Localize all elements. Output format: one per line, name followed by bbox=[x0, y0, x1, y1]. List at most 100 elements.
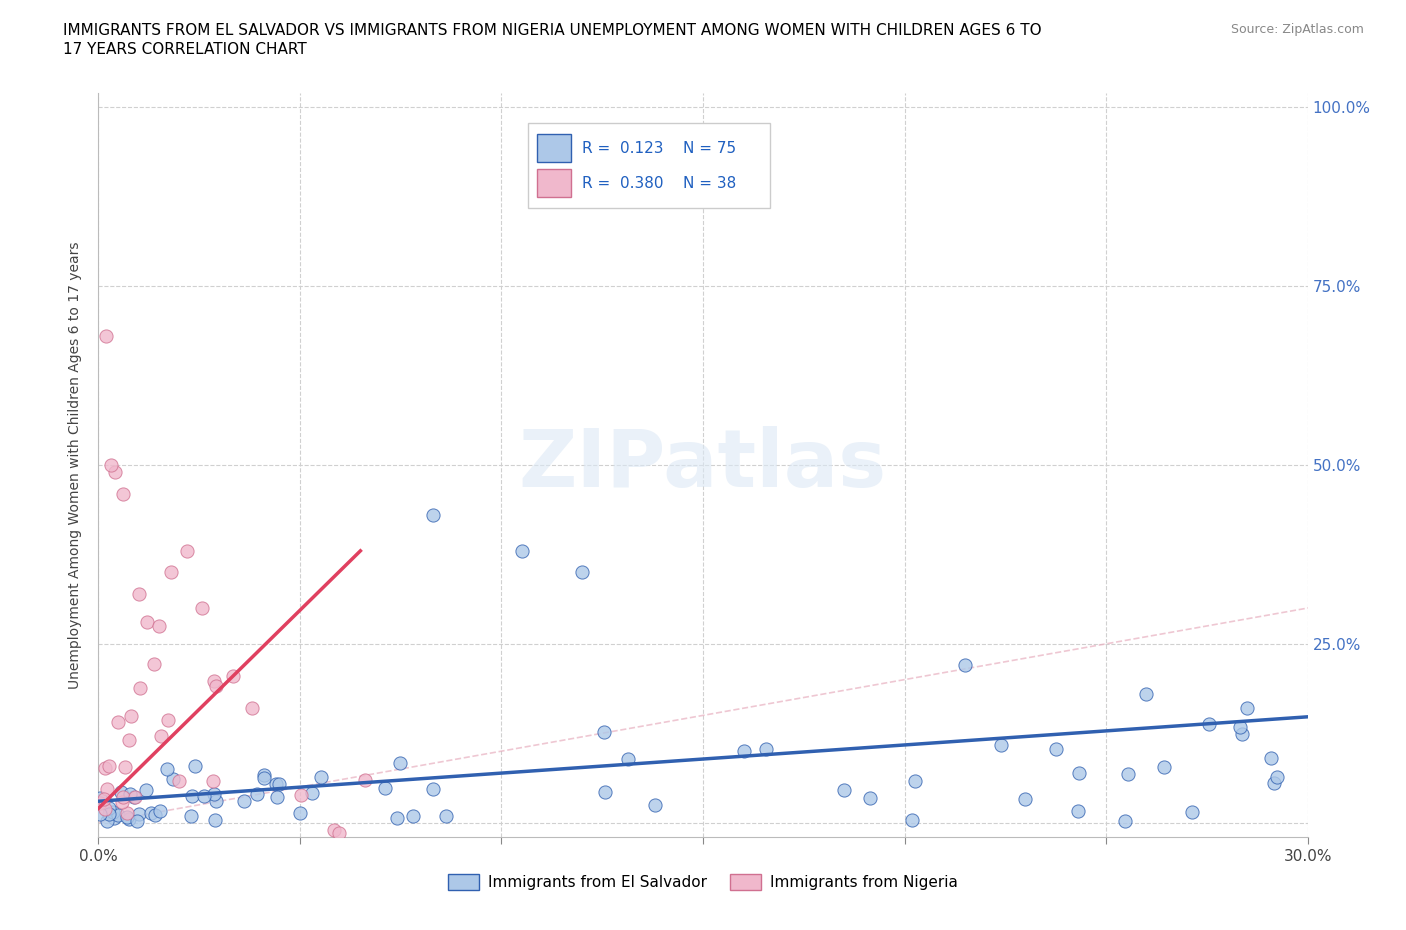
Point bbox=[112, 790, 135, 804]
Point bbox=[143, 808, 166, 823]
Point bbox=[128, 586, 150, 601]
Point bbox=[202, 786, 225, 801]
Point bbox=[422, 782, 444, 797]
Point bbox=[266, 790, 288, 804]
Point bbox=[100, 458, 122, 472]
Point bbox=[115, 805, 138, 820]
Point bbox=[201, 774, 224, 789]
Point bbox=[1067, 766, 1090, 781]
Point bbox=[96, 782, 118, 797]
Point bbox=[111, 486, 134, 501]
FancyBboxPatch shape bbox=[527, 123, 769, 208]
Point bbox=[176, 543, 198, 558]
Point bbox=[904, 774, 927, 789]
Point bbox=[160, 565, 183, 579]
Point bbox=[322, 822, 344, 837]
Point bbox=[129, 680, 152, 695]
Point bbox=[96, 814, 118, 829]
Point bbox=[124, 790, 146, 804]
Point bbox=[180, 809, 202, 824]
Point bbox=[156, 712, 179, 727]
Point bbox=[120, 709, 142, 724]
Point bbox=[184, 758, 207, 773]
Point bbox=[96, 329, 118, 344]
Point bbox=[1135, 686, 1157, 701]
Point bbox=[190, 601, 212, 616]
Point bbox=[301, 785, 323, 800]
Point bbox=[233, 794, 256, 809]
Point bbox=[125, 814, 148, 829]
Point bbox=[990, 737, 1012, 752]
Point bbox=[202, 673, 225, 688]
Point bbox=[162, 772, 184, 787]
Point bbox=[252, 771, 274, 786]
Text: 17 YEARS CORRELATION CHART: 17 YEARS CORRELATION CHART bbox=[63, 42, 307, 57]
Point bbox=[103, 810, 125, 825]
Point bbox=[571, 565, 593, 579]
Point bbox=[253, 767, 276, 782]
Point bbox=[122, 790, 145, 804]
FancyBboxPatch shape bbox=[537, 134, 571, 162]
Point bbox=[110, 784, 132, 799]
Point bbox=[422, 508, 444, 523]
Point bbox=[1116, 766, 1139, 781]
Point bbox=[98, 800, 121, 815]
Point bbox=[1236, 701, 1258, 716]
Point bbox=[204, 678, 226, 693]
Point bbox=[107, 715, 129, 730]
Point bbox=[193, 789, 215, 804]
Point bbox=[510, 543, 533, 558]
Point bbox=[593, 785, 616, 800]
Point bbox=[388, 755, 411, 770]
Point bbox=[94, 760, 117, 775]
Point bbox=[1263, 776, 1285, 790]
Point bbox=[148, 618, 170, 633]
Point bbox=[204, 813, 226, 828]
Point bbox=[89, 795, 111, 810]
Point bbox=[1045, 742, 1067, 757]
Point bbox=[402, 808, 425, 823]
Point bbox=[115, 809, 138, 824]
Point bbox=[1067, 804, 1090, 818]
Point bbox=[107, 807, 129, 822]
Point bbox=[149, 804, 172, 818]
Point bbox=[1260, 751, 1282, 765]
Point bbox=[93, 792, 115, 807]
Point bbox=[832, 783, 855, 798]
Point bbox=[150, 728, 173, 743]
Text: R =  0.123    N = 75: R = 0.123 N = 75 bbox=[582, 140, 737, 155]
FancyBboxPatch shape bbox=[537, 169, 571, 197]
Point bbox=[374, 780, 396, 795]
Point bbox=[264, 777, 287, 791]
Text: IMMIGRANTS FROM EL SALVADOR VS IMMIGRANTS FROM NIGERIA UNEMPLOYMENT AMONG WOMEN : IMMIGRANTS FROM EL SALVADOR VS IMMIGRANT… bbox=[63, 23, 1042, 38]
Point bbox=[101, 804, 124, 819]
Point bbox=[434, 808, 457, 823]
Point bbox=[240, 700, 263, 715]
Y-axis label: Unemployment Among Women with Children Ages 6 to 17 years: Unemployment Among Women with Children A… bbox=[69, 241, 83, 689]
Point bbox=[290, 805, 312, 820]
Point bbox=[89, 806, 111, 821]
Point bbox=[353, 773, 375, 788]
Point bbox=[156, 761, 179, 776]
Point bbox=[328, 826, 350, 841]
Point bbox=[617, 751, 640, 766]
Point bbox=[1114, 814, 1136, 829]
Point bbox=[139, 805, 162, 820]
Point bbox=[118, 811, 141, 826]
Point bbox=[592, 724, 614, 739]
Point bbox=[1180, 804, 1202, 819]
Point bbox=[1014, 791, 1036, 806]
Point bbox=[644, 797, 666, 812]
Text: Source: ZipAtlas.com: Source: ZipAtlas.com bbox=[1230, 23, 1364, 36]
Point bbox=[1229, 720, 1251, 735]
Point bbox=[167, 774, 190, 789]
Point bbox=[98, 759, 121, 774]
Point bbox=[900, 813, 922, 828]
Point bbox=[953, 658, 976, 672]
Point bbox=[290, 788, 312, 803]
Point bbox=[103, 465, 125, 480]
Text: ZIPatlas: ZIPatlas bbox=[519, 426, 887, 504]
Point bbox=[859, 790, 882, 805]
Text: R =  0.380    N = 38: R = 0.380 N = 38 bbox=[582, 176, 737, 191]
Point bbox=[733, 744, 755, 759]
